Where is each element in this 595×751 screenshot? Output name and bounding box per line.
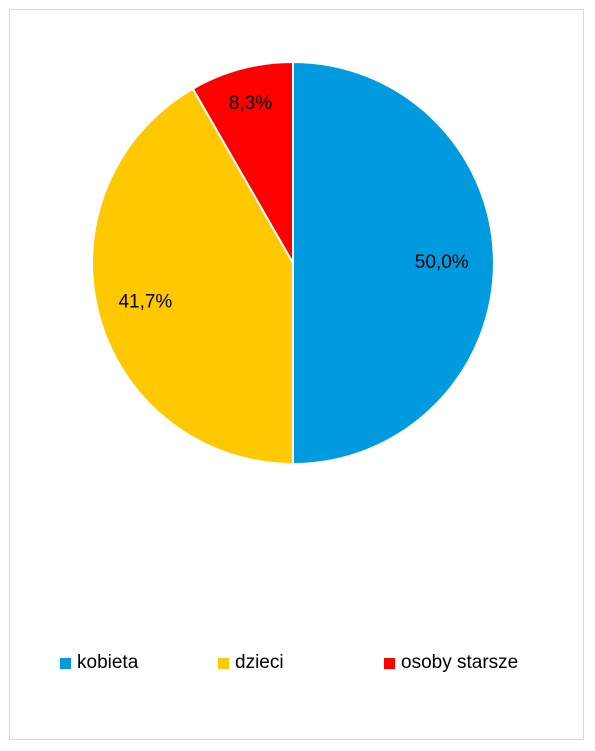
- pie-slice-kobieta: [292, 60, 495, 466]
- pie-chart: 50,0% 41,7% 8,3%: [91, 60, 495, 466]
- legend-swatch-kobieta: [60, 657, 71, 669]
- pie-slice-osoby-starsze: [191, 60, 294, 267]
- chart-legend: kobieta dzieci osoby starsze: [10, 648, 585, 678]
- data-label-kobieta: 50,0%: [415, 252, 469, 273]
- legend-label-kobieta: kobieta: [77, 652, 139, 673]
- chart-area: 50,0% 41,7% 8,3% kobieta dzieci osoby star…: [9, 9, 584, 740]
- legend-swatch-dzieci: [218, 657, 229, 669]
- legend-item-dzieci: dzieci: [218, 648, 284, 678]
- legend-label-dzieci: dzieci: [235, 652, 284, 673]
- legend-swatch-osoby-starsze: [384, 657, 395, 669]
- data-label-osoby-starsze: 8,3%: [229, 93, 272, 114]
- pie-slice-dzieci: [91, 87, 294, 466]
- data-label-dzieci: 41,7%: [118, 291, 172, 312]
- legend-label-osoby-starsze: osoby starsze: [401, 652, 519, 673]
- legend-item-kobieta: kobieta: [60, 648, 138, 678]
- legend-item-osoby-starsze: osoby starsze: [384, 648, 518, 678]
